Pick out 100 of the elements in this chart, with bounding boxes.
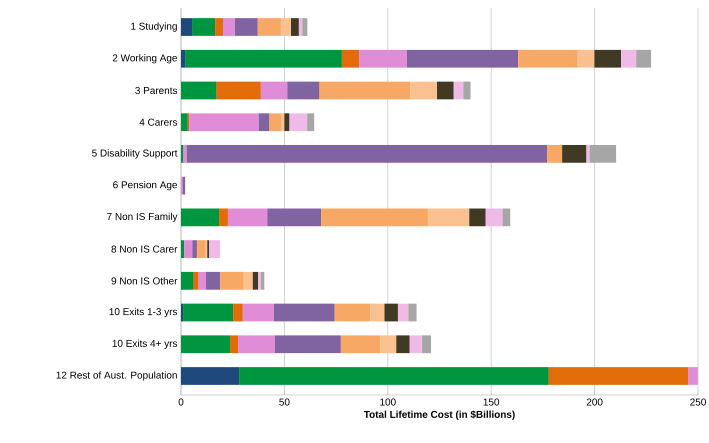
bar	[258, 18, 281, 36]
bar	[183, 145, 187, 163]
bar	[215, 18, 223, 36]
bar	[590, 145, 616, 163]
bar	[274, 304, 334, 322]
bar	[288, 82, 320, 100]
bar	[269, 113, 282, 132]
bar	[193, 272, 198, 290]
y-tick-label: 10 Exits 1-3 yrs	[110, 308, 178, 318]
bar	[260, 272, 264, 290]
x-tick-label: 250	[690, 398, 706, 406]
y-tick-label: 5 Disability Support	[92, 149, 178, 159]
bar	[192, 18, 216, 36]
bar	[185, 50, 342, 68]
bar	[406, 50, 518, 68]
bar	[220, 272, 244, 290]
bar	[181, 208, 220, 226]
bar	[222, 18, 235, 36]
x-tick-label: 200	[586, 398, 603, 406]
bar	[398, 304, 408, 322]
bar	[594, 50, 622, 68]
bar	[219, 208, 228, 226]
bar	[380, 335, 396, 354]
bar	[502, 208, 510, 226]
bar	[206, 272, 220, 290]
bar	[267, 208, 322, 226]
y-tick-label: 9 Non IS Other	[112, 277, 178, 284]
bar	[284, 113, 290, 132]
y-tick-label: 12 Rest of Aust. Population	[56, 371, 177, 381]
bar	[408, 304, 417, 322]
bar	[359, 50, 407, 68]
bar	[342, 50, 360, 68]
bar	[242, 304, 274, 322]
bar	[454, 82, 464, 100]
bar	[239, 367, 549, 385]
bar	[258, 113, 270, 132]
bar	[280, 18, 292, 36]
bar	[577, 50, 594, 68]
bar	[181, 82, 216, 100]
bar	[410, 82, 438, 100]
bar	[233, 304, 243, 322]
y-tick-label: 1 Studying	[131, 22, 177, 32]
bar	[307, 113, 314, 132]
bar	[396, 335, 410, 354]
bar	[230, 335, 238, 354]
y-tick-label: 3 Parents	[135, 86, 178, 94]
bar	[281, 113, 284, 132]
bar	[182, 176, 186, 195]
x-tick-label: 100	[380, 398, 396, 406]
y-tick-label: 4 Carers	[140, 118, 178, 126]
bar	[688, 367, 698, 385]
bar	[260, 82, 288, 100]
bar	[437, 82, 454, 100]
y-tick-label: 10 Exits 4+ yrs	[112, 340, 178, 349]
bar	[274, 335, 341, 354]
bar	[198, 272, 206, 290]
bar	[186, 145, 548, 163]
bar	[181, 18, 192, 36]
bar	[252, 272, 258, 290]
y-tick-label: 7 Non IS Family	[107, 212, 178, 222]
y-tick-label: 2 Working Age	[112, 54, 178, 64]
bar	[636, 50, 652, 68]
bar	[384, 304, 398, 322]
bar	[562, 145, 586, 163]
bar	[244, 272, 253, 290]
bar	[189, 113, 259, 132]
y-tick-label: 6 Pension Age	[113, 181, 178, 190]
bar	[518, 50, 578, 68]
bar	[370, 304, 384, 322]
bar	[586, 145, 590, 163]
bar	[234, 18, 258, 36]
bar	[486, 208, 503, 226]
bar	[216, 82, 261, 100]
x-tick-label: 50	[279, 398, 290, 406]
bar	[192, 240, 197, 258]
bar	[196, 240, 206, 258]
bar	[181, 367, 240, 385]
x-axis-title: Total Lifetime Cost (in $Billions)	[364, 410, 515, 420]
bar	[340, 335, 380, 354]
bar	[228, 208, 268, 226]
bar	[422, 335, 432, 354]
bar	[319, 82, 410, 100]
bar	[209, 240, 220, 258]
bar	[181, 335, 230, 354]
bar	[547, 145, 562, 163]
bar	[181, 50, 186, 68]
bar	[410, 335, 422, 354]
bar	[183, 304, 234, 322]
x-tick-label: 150	[484, 398, 500, 406]
x-tick-label: 0	[178, 398, 184, 406]
bar	[428, 208, 470, 226]
bar	[181, 240, 184, 258]
bar	[184, 240, 192, 258]
bar	[302, 18, 308, 36]
bar	[298, 18, 302, 36]
bar	[321, 208, 428, 226]
bar	[469, 208, 486, 226]
bar	[238, 335, 275, 354]
bar	[463, 82, 471, 100]
bar	[334, 304, 370, 322]
